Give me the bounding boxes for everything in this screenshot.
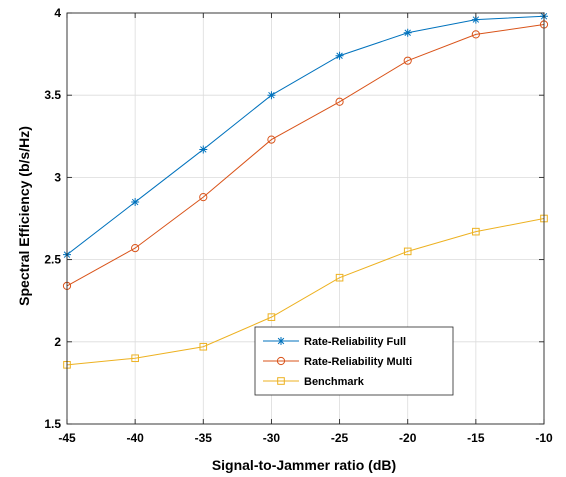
data-point [131,243,140,253]
series-2 [62,20,549,291]
legend-label: Rate-Reliability Multi [304,356,412,368]
series-line [66,15,545,256]
y-tick-label: 1.5 [44,417,61,431]
series-3 [63,214,548,369]
x-tick-label: -35 [195,431,213,445]
x-tick-label: -15 [467,431,485,445]
y-tick-label: 2.5 [44,253,61,267]
data-point [403,247,412,256]
legend-marker [277,337,285,345]
y-tick-label: 3 [54,170,61,184]
series-line [66,24,545,287]
series-line [66,218,545,366]
legend-marker [277,377,285,385]
data-point [335,273,344,282]
tick-labels: -45 -40 -35 -30 -25 -20 -15 -10 1.5 2 2.5 3 3.5 4 [44,6,553,445]
legend-label: Benchmark [304,376,365,388]
data-point [335,51,344,60]
axes [66,12,545,425]
data-point [267,313,276,321]
legend-entry: Rate-Reliability Multi [263,356,412,368]
x-tick-label: -20 [399,431,417,445]
data-point [267,91,276,100]
data-point [131,198,140,207]
data-point [199,193,208,202]
x-tick-label: -10 [535,431,553,445]
legend-entry: Rate-Reliability Full [263,336,406,348]
y-tick-label: 2 [54,335,61,349]
data-point [267,135,276,144]
series-layer [62,12,549,369]
data-point [471,15,480,24]
legend: Rate-Reliability Full Rate-Reliability Mu… [254,326,454,396]
x-tick-label: -25 [331,431,349,445]
x-tick-label: -40 [126,431,144,445]
x-tick-label: -30 [263,431,281,445]
data-point [131,354,139,363]
x-axis-label: Signal-to-Jammer ratio (dB) [212,457,396,473]
y-axis-label: Spectral Efficiency (b/s/Hz) [16,126,32,306]
y-tick-label: 3.5 [44,88,61,102]
data-point [199,342,208,351]
data-point [471,30,480,39]
data-point [335,97,344,106]
data-point [403,56,412,65]
plot-frame [66,12,545,425]
legend-entry: Benchmark [263,376,365,388]
data-point [472,227,480,236]
data-point [199,145,208,154]
data-point [403,28,412,37]
x-tick-label: -45 [58,431,76,445]
legend-marker [276,356,286,366]
legend-label: Rate-Reliability Full [304,336,406,348]
y-tick-label: 4 [54,6,61,20]
